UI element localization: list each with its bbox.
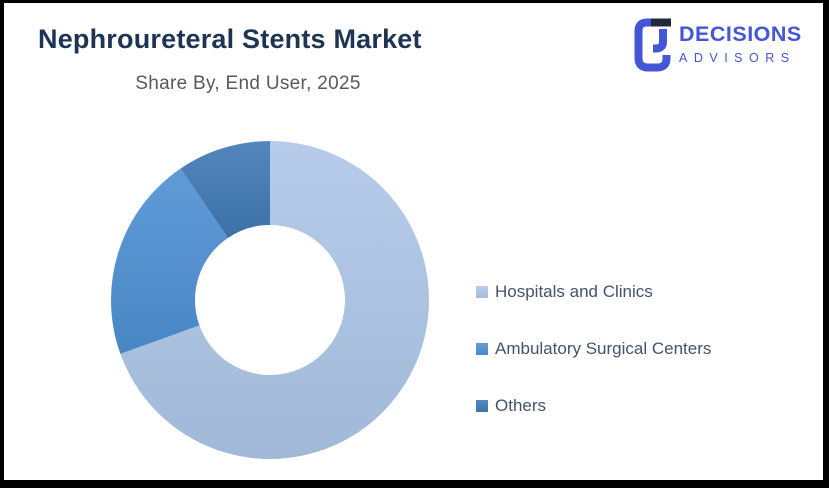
logo-wordmark: DECISIONS: [679, 22, 802, 46]
chart-legend: Hospitals and Clinics Ambulatory Surgical…: [476, 282, 711, 416]
legend-label: Ambulatory Surgical Centers: [495, 339, 712, 358]
legend-label: Hospitals and Clinics: [495, 282, 653, 301]
legend-item: Hospitals and Clinics: [476, 282, 711, 302]
legend-label: Others: [495, 396, 547, 415]
donut-slice-2: [180, 141, 270, 238]
donut-chart-area: [100, 130, 440, 470]
donut-slice-0: [120, 141, 429, 459]
decisions-advisors-logo: DECISIONS ADVISORS: [634, 17, 802, 73]
legend-item: Ambulatory Surgical Centers: [476, 339, 711, 359]
legend-swatch-icon: [476, 286, 488, 298]
chart-header: Nephroureteral Stents Market Share By, E…: [38, 23, 458, 95]
chart-title: Nephroureteral Stents Market: [38, 24, 422, 54]
donut-chart: [110, 141, 429, 459]
legend-item: Others: [476, 396, 711, 416]
donut-slice-1: [110, 168, 228, 354]
logo-mark-icon: [634, 18, 671, 72]
legend-swatch-icon: [476, 400, 488, 412]
legend-swatch-icon: [476, 343, 488, 355]
logo-text: DECISIONS ADVISORS: [679, 17, 802, 65]
logo-wordmark-sub: ADVISORS: [679, 50, 796, 65]
chart-subtitle: Share By, End User, 2025: [135, 72, 361, 94]
